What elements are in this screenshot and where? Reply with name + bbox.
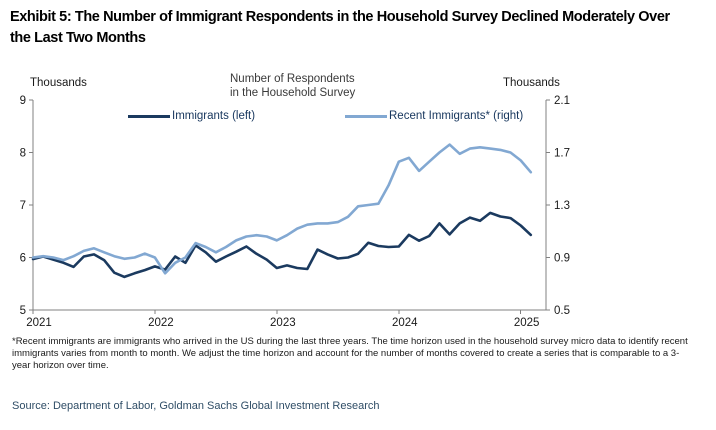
x-axis-tick-label: 2021 [26,317,52,329]
left-axis-tick-label: 5 [20,305,26,317]
recent-immigrants-line [31,143,533,275]
x-axis-tick-label: 2022 [148,317,174,329]
legend-item-immigrants: Immigrants (left) [128,108,255,124]
recent-immigrants-line-swatch [345,114,387,118]
left-axis-tick-label: 7 [20,200,26,212]
chart-title-line1: Number of Respondents [230,73,355,85]
exhibit-title-line1: Exhibit 5: The Number of Immigrant Respo… [10,9,670,25]
right-axis-tick-label: 1.7 [554,148,570,160]
footnote: *Recent immigrants are immigrants who ar… [12,336,688,371]
legend-item-recent-immigrants: Recent Immigrants* (right) [345,108,523,124]
left-axis-tick-label: 9 [20,95,26,107]
chart-title: Number of Respondents in the Household S… [230,72,355,100]
exhibit-title-line2: the Last Two Months [10,30,146,46]
immigrants-line [31,211,533,279]
x-axis-tick-label: 2025 [514,317,540,329]
source-line: Source: Department of Labor, Goldman Sac… [12,400,380,412]
immigrants-line-swatch [128,114,170,118]
legend-label-immigrants: Immigrants (left) [172,110,256,122]
right-axis-tick-label: 0.9 [554,253,570,265]
exhibit-title: Exhibit 5: The Number of Immigrant Respo… [10,7,712,49]
x-axis-tick-label: 2024 [392,317,418,329]
right-axis-unit-label: Thousands [503,77,560,89]
x-axis-tick-label: 2023 [270,317,296,329]
right-axis-tick-label: 0.5 [554,305,570,317]
left-axis-tick-label: 8 [20,148,26,160]
legend-label-recent-immigrants: Recent Immigrants* (right) [389,110,524,122]
chart-title-line2: in the Household Survey [230,87,356,99]
legend: Immigrants (left) Recent Immigrants* (ri… [0,108,716,124]
right-axis-tick-label: 1.3 [554,200,570,212]
left-axis-unit-label: Thousands [30,77,87,89]
right-axis-tick-label: 2.1 [554,95,570,107]
left-axis-tick-label: 6 [20,253,26,265]
